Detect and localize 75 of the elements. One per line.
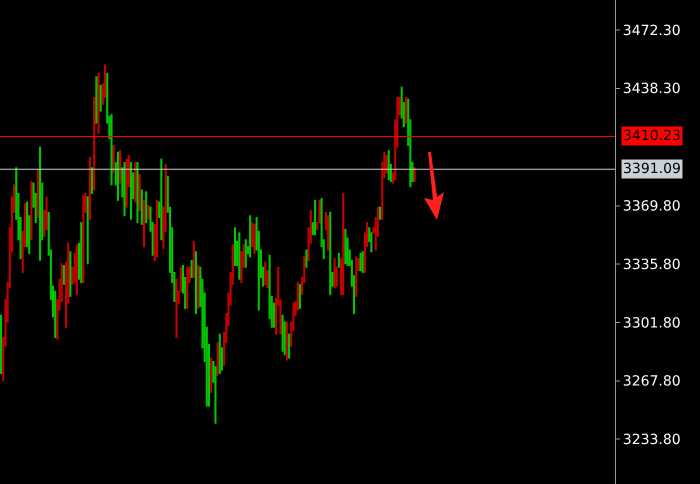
candlestick	[76, 244, 78, 296]
candlestick	[238, 232, 240, 280]
candlestick	[116, 152, 120, 201]
candlestick	[186, 266, 188, 309]
candlestick	[39, 146, 42, 261]
y-tick-label: 3301.80	[622, 315, 681, 332]
candlestick	[405, 96, 408, 124]
candlestick	[136, 162, 139, 224]
y-tick-label: 3472.30	[622, 22, 681, 39]
candlestick	[305, 250, 308, 268]
candlestick	[249, 215, 252, 258]
candlestick	[197, 265, 200, 309]
candlestick	[142, 200, 146, 248]
candlestick	[93, 96, 96, 191]
candlestick	[360, 252, 362, 272]
candlestick	[264, 262, 266, 285]
candlestick	[286, 322, 288, 360]
candlestick	[88, 156, 91, 220]
candlestick	[192, 240, 195, 278]
candlestick	[160, 158, 162, 240]
candlestick	[91, 167, 94, 194]
candlestick	[119, 150, 122, 184]
candlestick	[288, 334, 290, 359]
candlestick	[327, 215, 330, 251]
candlestick	[112, 144, 115, 174]
candlestick	[338, 252, 340, 268]
candlestick	[329, 212, 332, 296]
candlestick	[86, 196, 89, 264]
candlestick	[342, 192, 344, 296]
candlestick	[145, 191, 148, 224]
candlestick	[147, 204, 150, 220]
candlestick	[138, 174, 141, 212]
candlestick	[298, 284, 301, 309]
candlestick	[134, 162, 136, 203]
candlestick	[126, 158, 128, 208]
candlestick	[282, 314, 284, 352]
candlestick	[98, 72, 100, 134]
candlestick	[334, 258, 336, 288]
candlestick	[123, 162, 126, 216]
candlestick	[110, 114, 113, 186]
candlestick	[62, 265, 65, 285]
candlestick	[218, 334, 221, 374]
candlestick	[344, 228, 346, 264]
candlestick	[130, 162, 132, 220]
candlestick	[388, 150, 390, 180]
candlestick	[362, 251, 364, 273]
ref-line-label: 3410.23	[623, 128, 681, 144]
candlestick	[253, 224, 256, 254]
candlestick	[156, 200, 158, 258]
candlestick	[82, 194, 84, 284]
candlestick	[140, 190, 143, 225]
candlestick	[80, 222, 82, 284]
candlestick	[69, 251, 72, 297]
candlestick	[95, 76, 98, 124]
candlestick	[216, 342, 219, 376]
candlestick	[414, 167, 416, 182]
candlestick	[210, 358, 212, 393]
y-tick-label: 3233.80	[622, 432, 681, 448]
candlestick	[30, 180, 32, 240]
candlestick	[314, 200, 316, 236]
candlestick	[379, 206, 382, 220]
y-tick-label: 3267.80	[622, 374, 681, 390]
candlestick	[234, 227, 236, 266]
y-tick-label: 3335.80	[622, 257, 681, 274]
y-tick-label: 3369.80	[622, 198, 681, 215]
candlestick	[194, 251, 198, 314]
candlestick	[36, 168, 39, 218]
ref-line-label: 3391.09	[623, 161, 681, 177]
candlestick	[355, 256, 358, 297]
candlestick	[190, 260, 193, 278]
y-tick-label: 3438.30	[622, 81, 681, 98]
candlestick	[0, 314, 2, 374]
candlestick	[100, 84, 102, 112]
candlestick	[175, 278, 178, 338]
candlestick	[244, 239, 247, 268]
